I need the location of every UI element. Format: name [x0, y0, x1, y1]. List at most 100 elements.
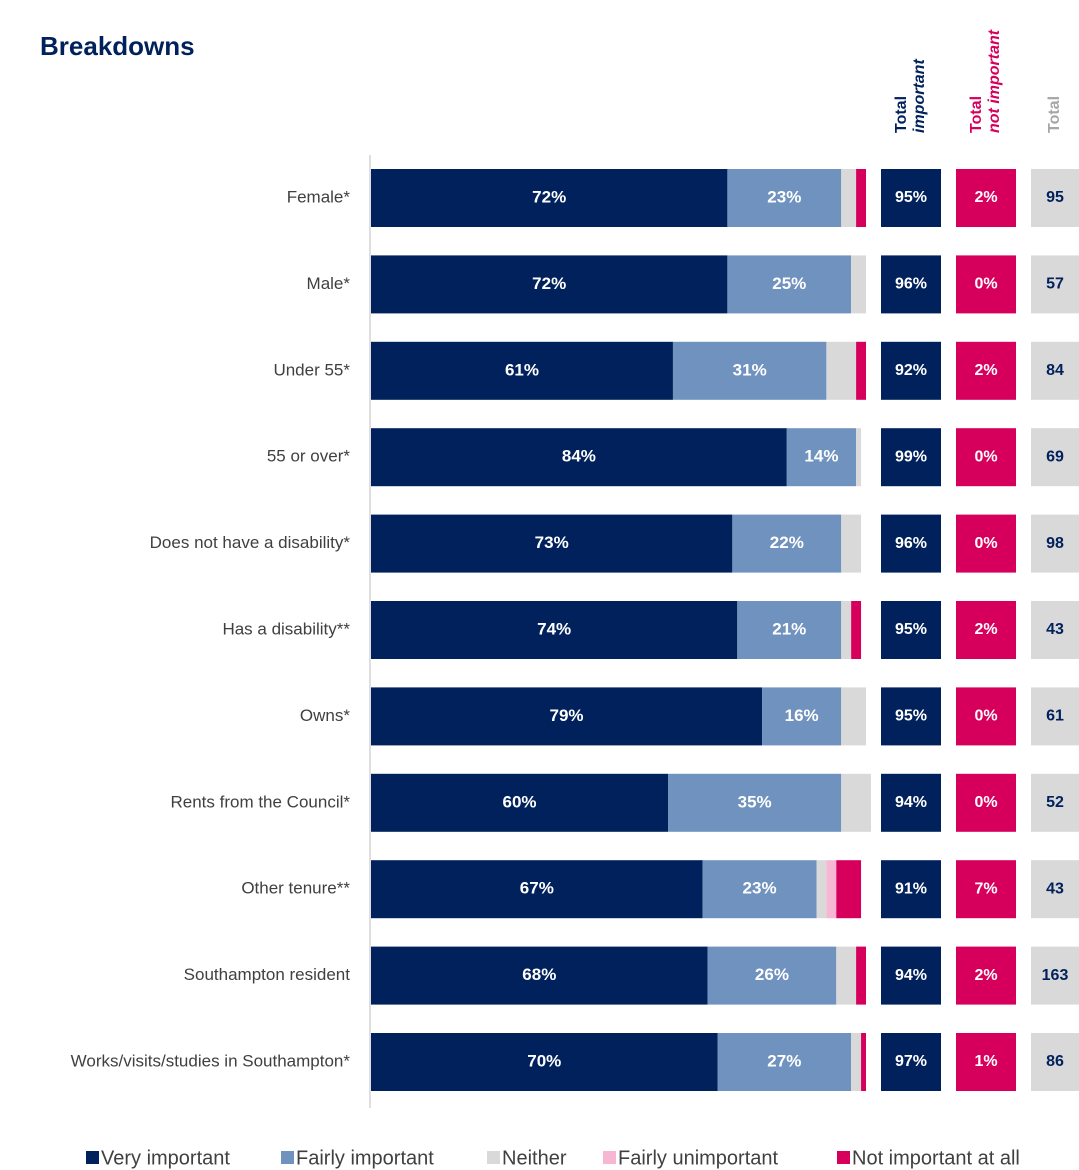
bar-segment [836, 860, 862, 919]
summary-cell [956, 255, 1016, 314]
summary-value: 94% [895, 967, 927, 984]
summary-value: 0% [974, 708, 997, 725]
summary-cell [881, 169, 941, 227]
bar-value-label: 72% [532, 274, 566, 293]
bar-value-label: 74% [537, 619, 571, 638]
summary-cell [956, 687, 1016, 746]
summary-cell [956, 169, 1016, 227]
bar-segment [841, 514, 862, 573]
category-label: Does not have a disability* [150, 533, 351, 552]
bar-value-label: 25% [772, 274, 806, 293]
summary-cell [1031, 428, 1079, 487]
bar-segment [668, 773, 842, 832]
legend-label: Neither [502, 1147, 567, 1169]
bar-segment [371, 169, 728, 227]
summary-cell [956, 946, 1016, 1005]
bar-value-label: 84% [562, 447, 596, 466]
summary-cell [956, 341, 1016, 400]
summary-cell [1031, 255, 1079, 314]
summary-cell [881, 1033, 941, 1091]
summary-value: 86 [1046, 1053, 1064, 1070]
category-label: Female* [287, 187, 351, 206]
summary-cell [1031, 601, 1079, 659]
summary-value: 96% [895, 535, 927, 552]
bar-value-label: 31% [733, 360, 767, 379]
summary-cell [1031, 169, 1079, 227]
bar-segment [841, 169, 857, 227]
bar-segment [841, 687, 866, 746]
summary-value: 163 [1042, 967, 1069, 984]
summary-value: 0% [974, 794, 997, 811]
summary-value: 0% [974, 535, 997, 552]
summary-cell [1031, 1033, 1079, 1091]
summary-value: 2% [974, 362, 997, 379]
bar-segment [371, 860, 703, 919]
summary-cell [881, 428, 941, 487]
legend-label: Very important [101, 1147, 230, 1169]
summary-cell [1031, 773, 1079, 832]
summary-value: 99% [895, 448, 927, 465]
column-header: Total [893, 96, 910, 133]
bar-segment [371, 255, 728, 314]
category-label: Other tenure** [241, 879, 350, 898]
bar-value-label: 16% [785, 706, 819, 725]
bar-segment [672, 341, 827, 400]
bar-segment [737, 601, 842, 659]
bar-segment [371, 341, 673, 400]
summary-value: 0% [974, 448, 997, 465]
summary-cell [956, 860, 1016, 919]
summary-value: 0% [974, 276, 997, 293]
summary-value: 96% [895, 276, 927, 293]
bar-segment [371, 687, 763, 746]
chart-title: Breakdowns [40, 31, 195, 61]
summary-value: 92% [895, 362, 927, 379]
bar-value-label: 21% [772, 619, 806, 638]
summary-value: 97% [895, 1053, 927, 1070]
summary-value: 69 [1046, 448, 1064, 465]
bar-value-label: 79% [550, 706, 584, 725]
category-label: Male* [307, 274, 351, 293]
legend-swatch [603, 1151, 616, 1164]
bar-segment [732, 514, 842, 573]
category-label: Has a disability** [222, 619, 350, 638]
summary-cell [881, 341, 941, 400]
summary-value: 2% [974, 621, 997, 638]
bar-segment [371, 601, 738, 659]
bar-segment [702, 860, 817, 919]
legend-swatch [86, 1151, 99, 1164]
summary-cell [881, 687, 941, 746]
bar-value-label: 27% [767, 1051, 801, 1070]
summary-cell [1031, 514, 1079, 573]
summary-cell [1031, 341, 1079, 400]
summary-value: 61 [1046, 708, 1064, 725]
bar-segment [856, 428, 862, 487]
bar-segment [851, 1033, 862, 1091]
bar-segment [851, 601, 862, 659]
summary-cell [881, 601, 941, 659]
bar-value-label: 67% [520, 879, 554, 898]
bar-value-label: 23% [743, 879, 777, 898]
column-header: important [911, 59, 928, 133]
bar-value-label: 26% [755, 965, 789, 984]
summary-value: 95 [1046, 189, 1064, 206]
bar-segment [856, 169, 866, 227]
summary-value: 98 [1046, 535, 1064, 552]
column-header: not important [986, 29, 1003, 133]
summary-cell [881, 860, 941, 919]
bar-segment [826, 860, 837, 919]
bar-segment [841, 601, 852, 659]
bar-segment [856, 341, 866, 400]
summary-cell [956, 514, 1016, 573]
bar-segment [841, 773, 871, 832]
bar-segment [856, 946, 866, 1005]
summary-cell [1031, 687, 1079, 746]
summary-cell [956, 428, 1016, 487]
bar-value-label: 35% [738, 792, 772, 811]
legend-label: Fairly unimportant [618, 1147, 779, 1169]
summary-value: 2% [974, 189, 997, 206]
summary-cell [881, 773, 941, 832]
bar-segment [786, 428, 857, 487]
legend-label: Not important at all [852, 1147, 1020, 1169]
bar-value-label: 68% [522, 965, 556, 984]
summary-value: 7% [974, 880, 997, 897]
